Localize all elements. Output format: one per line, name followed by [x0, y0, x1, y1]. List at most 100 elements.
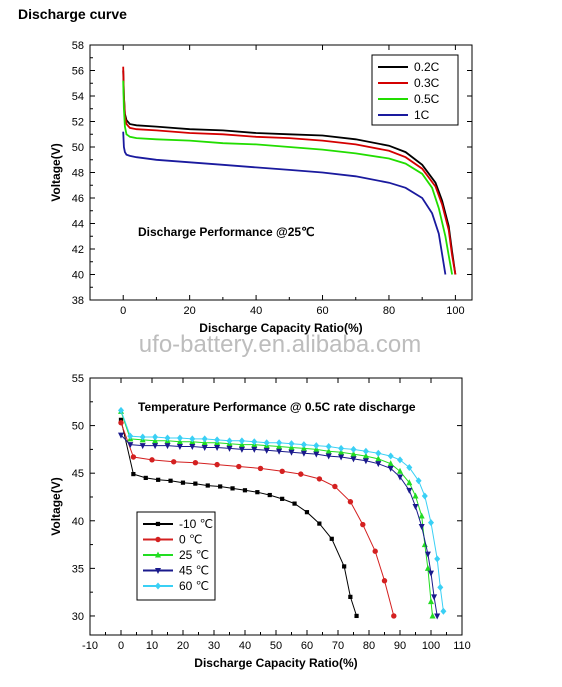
data-point	[362, 458, 369, 465]
legend-marker	[155, 551, 161, 558]
y-tick-label: 30	[72, 611, 84, 623]
data-point	[362, 447, 369, 455]
x-axis-label: Discharge Capacity Ratio(%)	[199, 321, 362, 335]
legend-marker	[155, 568, 161, 574]
chart-annotation: Temperature Performance @ 0.5C rate disc…	[138, 400, 416, 414]
data-point	[156, 477, 161, 482]
data-point	[288, 449, 295, 456]
x-tick-label: 100	[422, 640, 440, 652]
data-point	[434, 613, 441, 620]
data-point	[176, 434, 183, 442]
data-point	[214, 436, 221, 444]
x-tick-label: -10	[82, 640, 98, 652]
data-point	[280, 496, 285, 501]
data-point	[168, 478, 173, 483]
data-point	[189, 435, 196, 443]
x-tick-label: 70	[332, 640, 344, 652]
data-point	[418, 512, 425, 519]
data-point	[387, 465, 394, 472]
data-point	[372, 548, 378, 554]
data-point	[130, 454, 137, 460]
data-point	[152, 433, 159, 441]
data-point	[412, 504, 419, 510]
series-line-0	[122, 70, 457, 275]
data-point	[338, 444, 345, 452]
legend-marker	[155, 582, 161, 590]
x-tick-label: 60	[316, 305, 328, 317]
data-point	[218, 484, 223, 489]
data-point	[267, 492, 272, 498]
data-point	[189, 444, 196, 451]
data-point	[397, 467, 403, 474]
data-point	[325, 453, 332, 460]
data-point	[149, 457, 155, 463]
data-point	[362, 452, 369, 459]
data-point	[193, 481, 198, 486]
data-point	[164, 434, 171, 442]
data-point	[348, 594, 353, 599]
data-point	[387, 460, 394, 467]
data-point	[350, 456, 357, 463]
temperature-chart: -10 0 10 20 30 40 50 60 70 80 90 100 110 30 35 40 45 50 55…	[49, 373, 471, 670]
data-point	[429, 612, 436, 619]
data-point	[375, 449, 382, 457]
data-point	[406, 463, 413, 471]
legend-label: 60 ℃	[179, 579, 209, 593]
data-point	[325, 443, 332, 451]
data-point	[397, 456, 403, 464]
data-point	[255, 490, 260, 495]
data-point	[214, 444, 221, 451]
legend-marker	[155, 536, 161, 543]
x-tick-label: 10	[146, 640, 158, 652]
y-tick-label: 50	[72, 142, 84, 154]
chart-annotation: Discharge Performance @25℃	[138, 225, 315, 239]
discharge-rate-chart: 0 20 40 60 80 100 38 40 42 44 46 48 50 52 54 56 58 Discha…	[49, 40, 473, 335]
data-point	[440, 607, 447, 615]
y-tick-label: 56	[72, 66, 84, 78]
x-tick-label: 0	[118, 640, 124, 652]
data-point	[288, 440, 295, 448]
x-tick-label: 0	[120, 305, 126, 317]
legend-label: 45 ℃	[179, 564, 209, 578]
data-point	[279, 468, 285, 474]
data-point	[360, 521, 366, 528]
data-point	[263, 439, 270, 447]
data-point	[317, 521, 322, 526]
data-point	[313, 451, 320, 458]
x-tick-label: 90	[394, 640, 406, 652]
data-point	[180, 480, 186, 485]
data-point	[406, 479, 413, 486]
data-point	[332, 483, 338, 490]
data-point	[201, 435, 208, 443]
x-tick-label: 60	[301, 640, 313, 652]
y-tick-label: 40	[72, 270, 84, 282]
data-point	[205, 483, 210, 488]
data-point	[428, 598, 434, 605]
data-point	[412, 492, 419, 499]
data-point	[292, 501, 297, 506]
data-point	[329, 536, 334, 541]
x-tick-label: 80	[363, 640, 375, 652]
data-point	[251, 438, 258, 446]
series-line-1	[122, 66, 457, 275]
data-point	[143, 475, 148, 481]
data-point	[375, 455, 382, 462]
data-point	[118, 420, 124, 426]
data-point	[375, 461, 382, 468]
data-point	[350, 450, 357, 457]
data-point	[238, 446, 245, 453]
y-tick-label: 44	[72, 219, 84, 231]
page-title: Discharge curve	[18, 6, 127, 22]
legend-marker	[155, 521, 161, 527]
data-point	[342, 564, 347, 569]
x-tick-label: 30	[208, 640, 220, 652]
data-point	[236, 463, 242, 470]
legend-label: 0.3C	[414, 76, 440, 90]
data-point	[424, 551, 431, 558]
data-point	[263, 447, 270, 454]
x-tick-label: 50	[270, 640, 282, 652]
y-tick-label: 38	[72, 295, 84, 307]
data-point	[131, 471, 136, 477]
data-point	[431, 594, 438, 601]
